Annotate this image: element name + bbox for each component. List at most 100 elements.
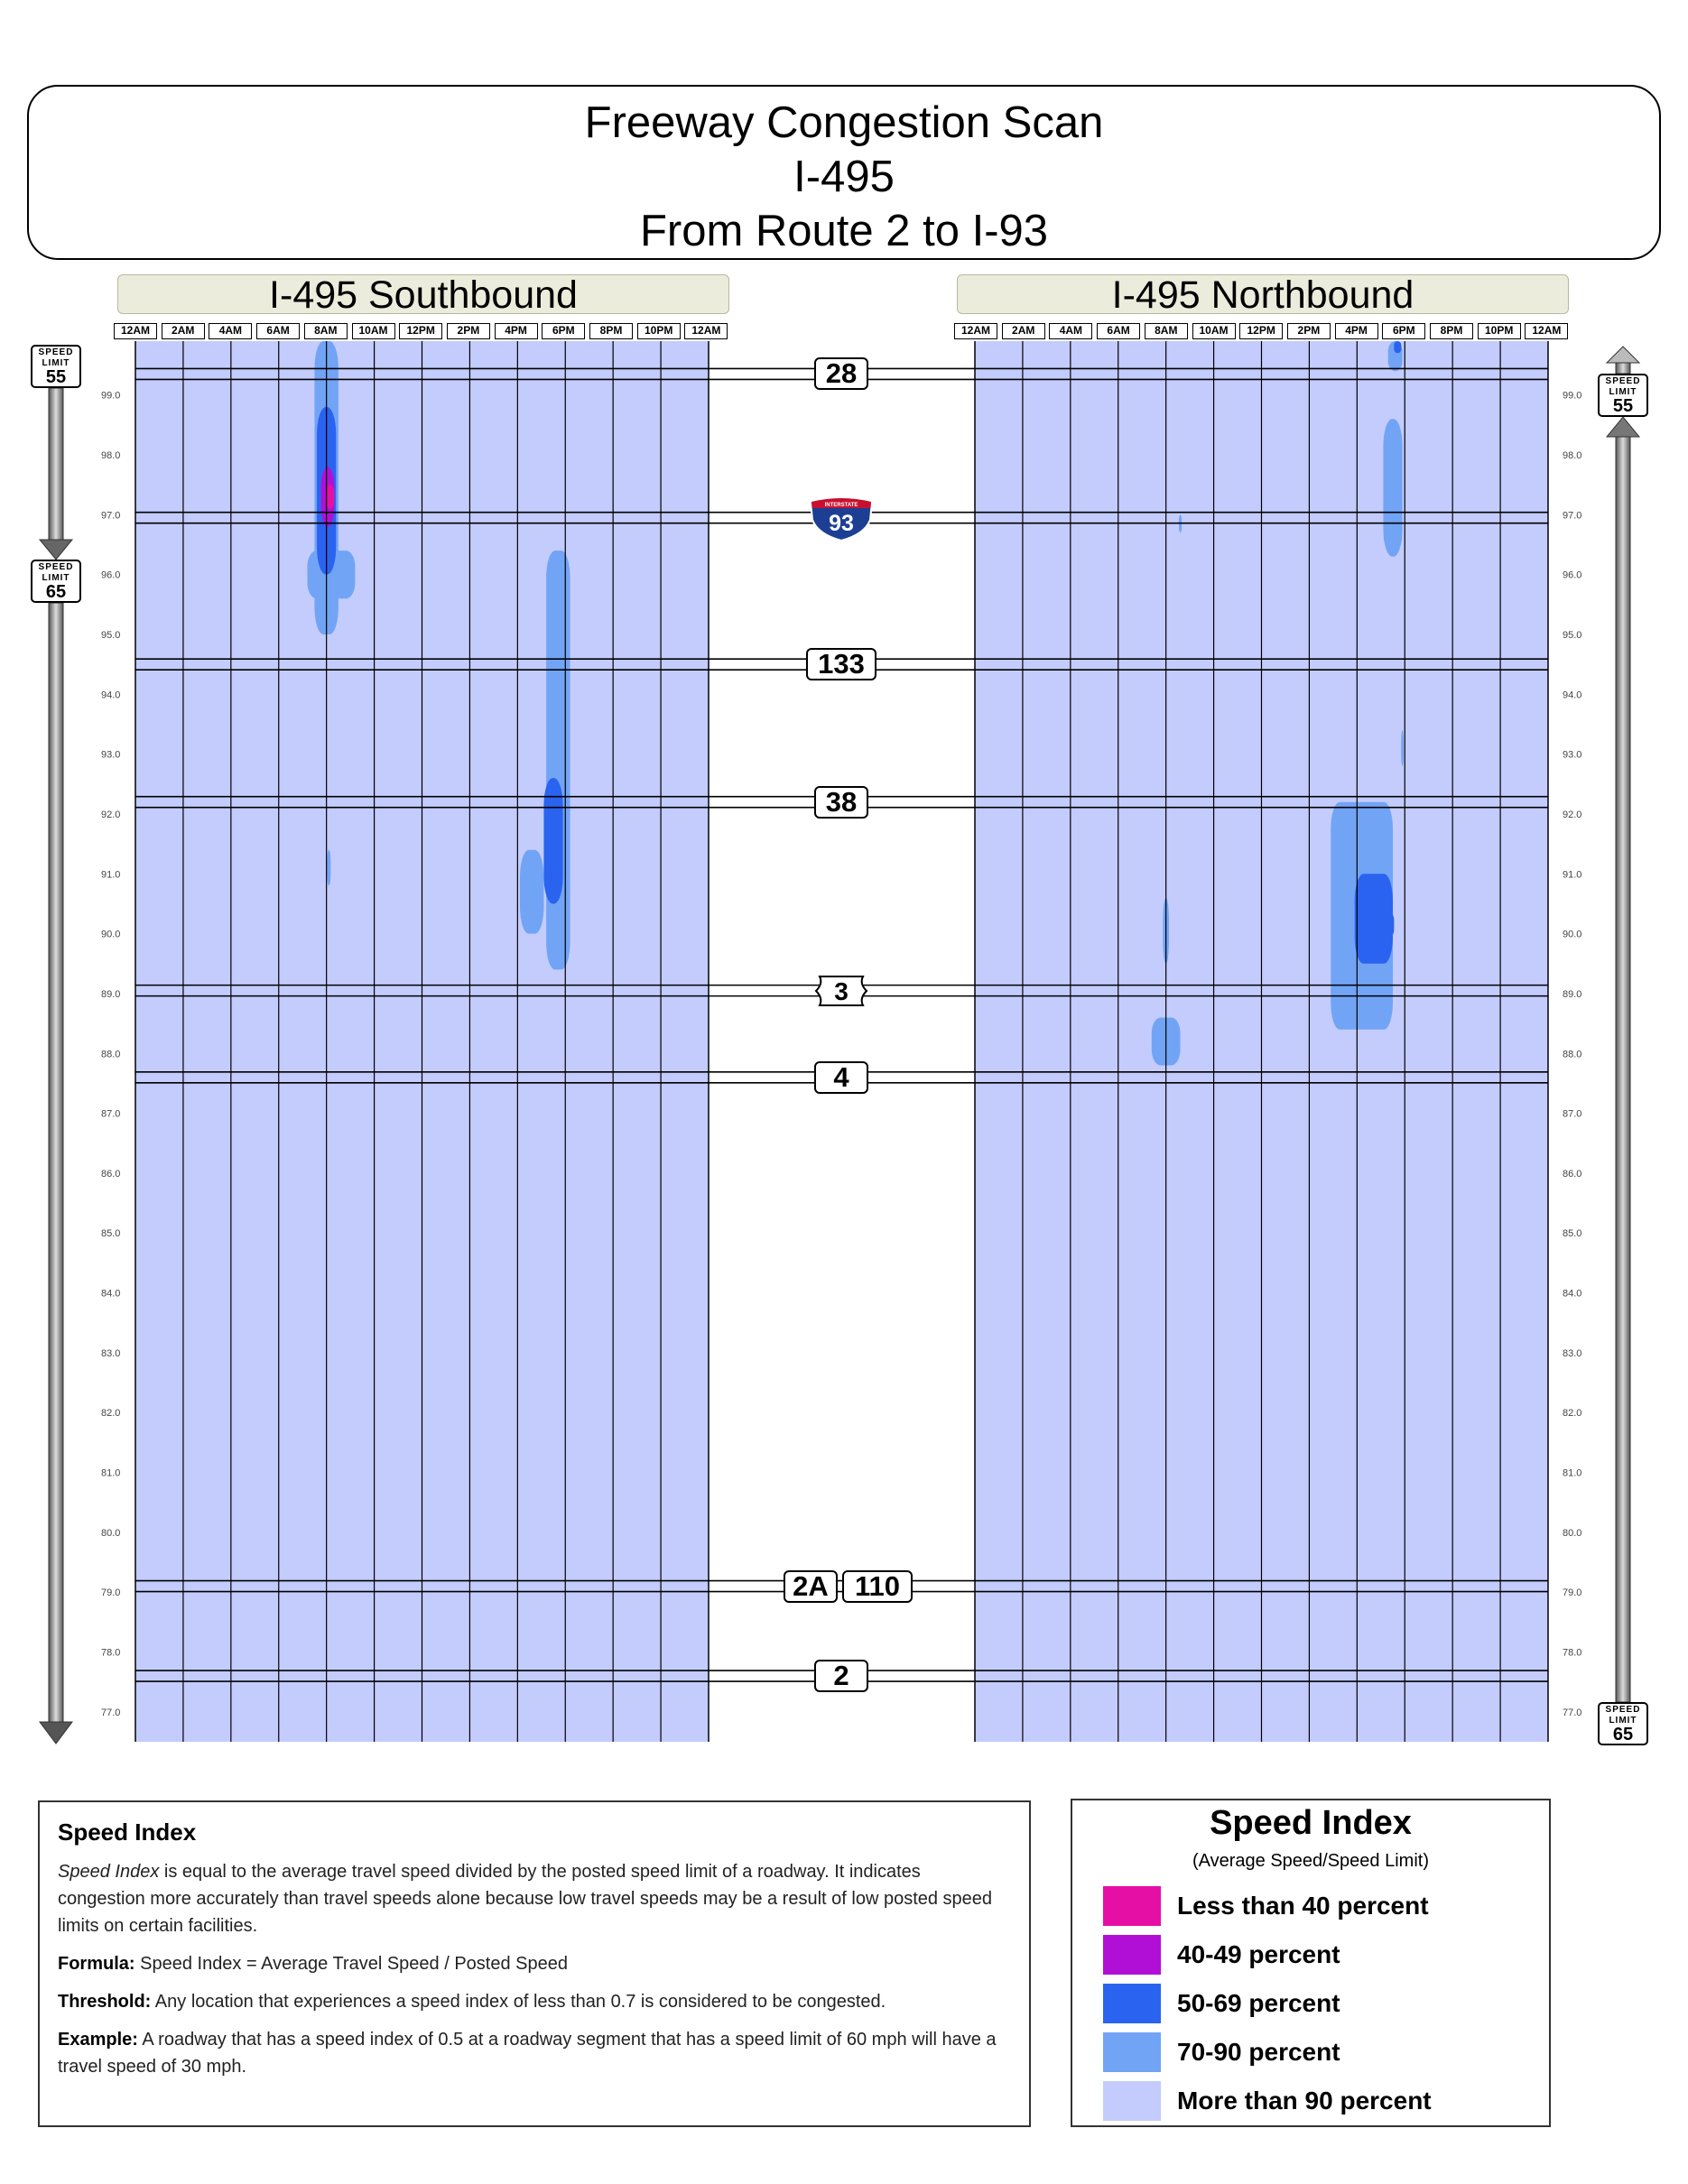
hour-label: 6PM — [1382, 323, 1426, 339]
direction-arrow-shaft — [48, 387, 64, 542]
title-box: Freeway Congestion Scan I-495 From Route… — [27, 85, 1661, 260]
speed-sign-line1: SPEED — [38, 347, 74, 357]
route-shield-133: 133 — [806, 648, 876, 681]
interstate-number: 93 — [829, 511, 854, 536]
y-tick-label: 91.0 — [1563, 869, 1581, 880]
congestion-cell — [326, 485, 335, 509]
hour-label: 12AM — [684, 323, 728, 339]
hour-label: 2AM — [1001, 323, 1045, 339]
y-tick-label: 87.0 — [101, 1109, 120, 1120]
congestion-cell — [519, 849, 544, 934]
direction-arrow-shaft — [1615, 436, 1631, 1703]
congestion-cell — [546, 551, 570, 970]
y-tick-label: 90.0 — [1563, 930, 1581, 940]
y-tick-label: 93.0 — [1563, 750, 1581, 761]
direction-arrow-shaft — [48, 602, 64, 1723]
legend-swatch — [1103, 1886, 1161, 1926]
interstate-shield-icon: INTERSTATE 93 — [809, 496, 874, 541]
y-tick-label: 89.0 — [1563, 989, 1581, 1000]
info-definition-text: is equal to the average travel speed div… — [58, 1862, 993, 1936]
hour-label: 12AM — [954, 323, 997, 339]
route-shield-110: 110 — [842, 1569, 913, 1603]
y-tick-label: 79.0 — [1563, 1587, 1581, 1598]
y-tick-label: 88.0 — [1563, 1049, 1581, 1060]
y-tick-label: 91.0 — [101, 869, 120, 880]
y-tick-label: 84.0 — [1563, 1289, 1581, 1300]
speed-sign-line2: LIMIT — [42, 358, 70, 368]
info-definition: Speed Index is equal to the average trav… — [58, 1858, 1011, 1939]
y-tick-label: 94.0 — [1563, 689, 1581, 700]
legend-label: 70-90 percent — [1177, 2038, 1340, 2066]
direction-arrow-shaft — [1615, 362, 1631, 375]
y-tick-label: 78.0 — [101, 1648, 120, 1659]
southbound-hour-axis: 12AM 2AM 4AM 6AM 8AM 10AM 12PM 2PM 4PM 6PM 8PM 10PM… — [114, 323, 728, 339]
route-shield-28: 28 — [814, 357, 868, 391]
y-tick-label: 84.0 — [101, 1289, 120, 1300]
us-route-shield-icon: 3 — [814, 975, 868, 1006]
page-title: Freeway Congestion Scan — [584, 98, 1104, 147]
interstate-badge-text: INTERSTATE — [825, 503, 858, 508]
speed-index-info: Speed Index Speed Index is equal to the … — [38, 1800, 1031, 2127]
congestion-cell — [1372, 910, 1395, 940]
hour-label: 6AM — [1097, 323, 1141, 339]
direction-arrow-head — [38, 539, 74, 560]
y-tick-label: 77.0 — [1563, 1707, 1581, 1718]
y-tick-label: 92.0 — [101, 810, 120, 820]
congestion-cell — [1401, 730, 1404, 766]
speed-sign-value: 55 — [1612, 396, 1634, 416]
y-tick-label: 99.0 — [1563, 391, 1581, 402]
hour-label: 10PM — [636, 323, 681, 339]
y-tick-label: 81.0 — [101, 1468, 120, 1479]
hour-label: 10AM — [351, 323, 395, 339]
us-route-number: 3 — [834, 977, 849, 1005]
route-shield-38: 38 — [814, 785, 868, 819]
legend-swatch — [1103, 1935, 1161, 1975]
threshold-text: Any location that experiences a speed in… — [151, 1992, 886, 2012]
y-tick-label: 82.0 — [1563, 1408, 1581, 1419]
congestion-cell — [552, 862, 560, 886]
legend-label: 50-69 percent — [1177, 1989, 1340, 2017]
info-formula: Formula: Speed Index = Average Travel Sp… — [58, 1950, 1011, 1977]
legend-subtitle: (Average Speed/Speed Limit) — [1192, 1851, 1429, 1871]
speed-sign-line2: LIMIT — [1609, 387, 1637, 397]
y-tick-label: 85.0 — [1563, 1228, 1581, 1239]
speed-sign-value: 65 — [45, 582, 67, 602]
hour-label: 8AM — [303, 323, 348, 339]
hour-label: 4AM — [209, 323, 253, 339]
hour-label: 4AM — [1049, 323, 1093, 339]
congestion-cell — [1394, 341, 1402, 354]
hour-label: 10PM — [1477, 323, 1521, 339]
y-tick-label: 89.0 — [101, 989, 120, 1000]
hour-label: 12PM — [1239, 323, 1284, 339]
y-tick-label: 98.0 — [101, 450, 120, 461]
speed-limit-sign-sb-55: SPEED LIMIT 55 — [31, 345, 81, 388]
y-tick-label: 88.0 — [101, 1049, 120, 1060]
y-tick-label: 95.0 — [1563, 630, 1581, 641]
y-tick-label: 79.0 — [101, 1587, 120, 1598]
hour-label: 6AM — [256, 323, 301, 339]
hour-label: 2PM — [1286, 323, 1331, 339]
y-tick-label: 83.0 — [1563, 1348, 1581, 1359]
hour-label: 6PM — [542, 323, 586, 339]
legend-title: Speed Index — [1210, 1804, 1412, 1842]
hour-label: 8PM — [589, 323, 633, 339]
speed-sign-line1: SPEED — [1605, 1705, 1641, 1715]
y-tick-label: 78.0 — [1563, 1648, 1581, 1659]
congestion-chart: 99.0 99.0 98.0 98.0 97.0 97.0 96.0 96.0 95.0 95.0… — [38, 341, 1641, 1744]
speed-index-legend: Speed Index (Average Speed/Speed Limit) … — [1071, 1799, 1551, 2127]
northbound-header: I-495 Northbound — [957, 274, 1569, 315]
extent-title: From Route 2 to I-93 — [639, 207, 1049, 255]
y-tick-label: 96.0 — [1563, 570, 1581, 581]
hour-label: 4PM — [494, 323, 538, 339]
hour-label: 4PM — [1334, 323, 1378, 339]
y-tick-label: 96.0 — [101, 570, 120, 581]
speed-sign-line1: SPEED — [1605, 376, 1641, 386]
speed-limit-sign-nb-65: SPEED LIMIT 65 — [1598, 1702, 1648, 1745]
speed-sign-line2: LIMIT — [42, 573, 70, 583]
y-tick-label: 90.0 — [101, 930, 120, 940]
hour-label: 2AM — [161, 323, 205, 339]
speed-sign-line2: LIMIT — [1609, 1716, 1637, 1726]
formula-label: Formula: — [58, 1954, 135, 1974]
y-tick-label: 83.0 — [101, 1348, 120, 1359]
route-shield-2a: 2A — [784, 1569, 838, 1603]
